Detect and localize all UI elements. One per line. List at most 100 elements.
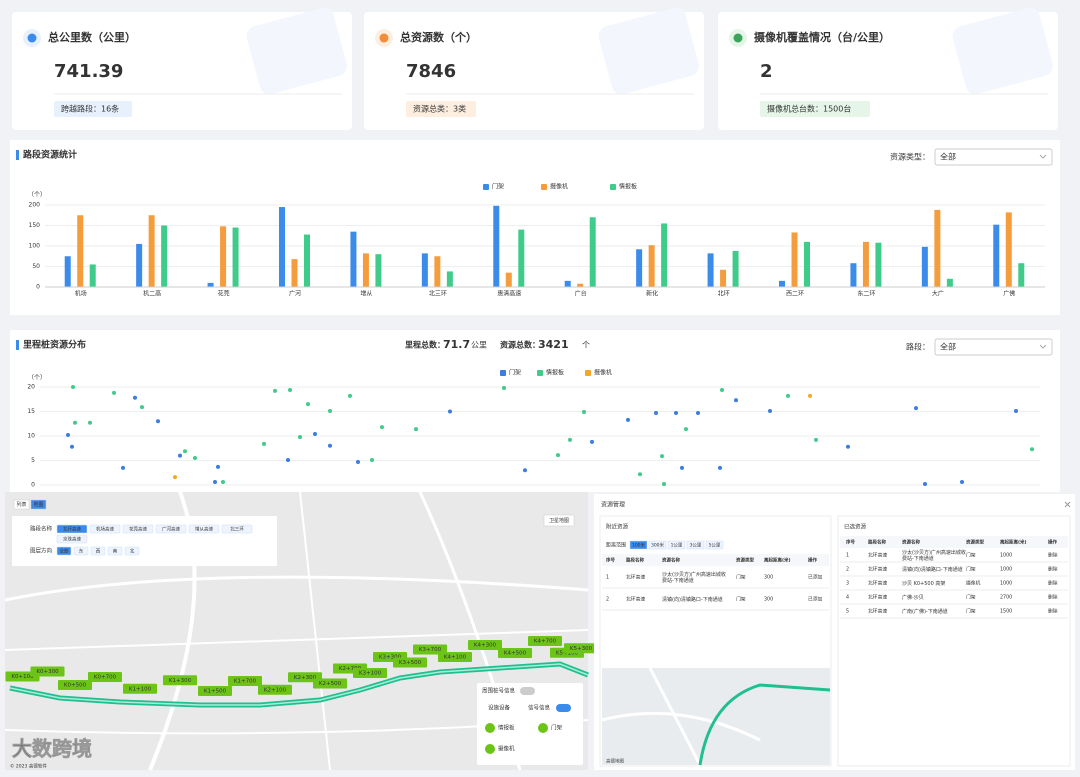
map-marker-label: K1+100	[129, 686, 152, 692]
table-header-cell: 离起距离(米)	[764, 557, 791, 564]
filter-chip[interactable]	[221, 524, 253, 534]
y-tick-label: 5	[31, 457, 35, 464]
bar	[862, 241, 869, 287]
toggle[interactable]	[556, 704, 571, 712]
filter-chip[interactable]	[155, 524, 187, 534]
bar	[804, 241, 810, 287]
scatter-point	[221, 480, 225, 485]
scatter-point	[720, 387, 724, 392]
x-tick-label: 广台	[575, 290, 587, 298]
stat-unit: 个	[582, 341, 590, 350]
map-marker[interactable]	[58, 680, 92, 690]
panel-accent	[16, 150, 19, 160]
filter-select[interactable]	[934, 338, 1053, 356]
filter-chip[interactable]	[73, 546, 89, 556]
scatter-point	[923, 482, 927, 487]
card-value: 7846	[406, 61, 456, 82]
satellite-button[interactable]	[543, 514, 575, 527]
view-tab[interactable]	[13, 499, 30, 510]
y-unit: （个）	[28, 375, 46, 382]
scatter-point	[590, 439, 594, 444]
filter-chip[interactable]	[188, 524, 220, 534]
map-marker[interactable]	[228, 676, 262, 686]
table-header-cell: 资源类型	[966, 539, 984, 546]
legend-swatch	[537, 370, 543, 376]
table-header-cell: 路段名称	[626, 557, 644, 564]
bar	[89, 264, 96, 287]
legend-label: 门架	[509, 369, 521, 377]
map-marker[interactable]	[438, 652, 472, 662]
scatter-point	[696, 410, 700, 415]
range-chip[interactable]	[648, 540, 667, 550]
stat-value: 71.7	[443, 338, 470, 351]
map-marker[interactable]	[30, 666, 65, 677]
bar	[232, 227, 239, 287]
map-marker-label: K4+500	[504, 651, 527, 657]
scatter-point	[960, 480, 964, 485]
table-cell: 北环高速	[868, 580, 887, 587]
range-chip[interactable]	[705, 540, 724, 550]
x-tick-label: 惠清高速	[497, 290, 521, 298]
map-marker-label: K0+100	[11, 674, 34, 680]
range-chip-label: 300米	[651, 542, 665, 549]
scatter-point	[173, 475, 177, 480]
legend-icon	[485, 744, 495, 754]
stat-label: 资源总数：	[500, 340, 540, 350]
filter-select[interactable]	[934, 148, 1053, 166]
filter-chip[interactable]	[124, 546, 140, 556]
view-tab[interactable]	[30, 499, 47, 510]
card-badge	[760, 101, 870, 117]
map-marker[interactable]	[413, 644, 447, 655]
filter-chip[interactable]	[122, 524, 154, 534]
map-marker[interactable]	[123, 683, 157, 694]
range-chip[interactable]	[686, 540, 705, 550]
range-chip-label: 5公里	[709, 543, 721, 549]
map-marker[interactable]	[313, 678, 347, 689]
card-title: 总公里数（公里）	[48, 30, 136, 44]
bar	[1005, 212, 1012, 287]
filter-chip[interactable]	[56, 546, 72, 556]
table-cell: 沙太(沙贝方)广州高速出城收费站-下南通道	[662, 571, 726, 584]
range-chip[interactable]	[629, 540, 648, 550]
filter-chip[interactable]	[56, 534, 88, 544]
map-marker[interactable]	[163, 675, 197, 686]
x-tick-label: 机二高	[143, 290, 161, 298]
bar	[1018, 263, 1025, 287]
table-cell: 1000	[1000, 553, 1012, 559]
filter-chip[interactable]	[56, 524, 88, 534]
filter-chip[interactable]	[89, 524, 121, 534]
table-action: 删除	[1048, 608, 1058, 615]
range-chip[interactable]	[667, 540, 686, 550]
map-marker[interactable]	[468, 640, 502, 650]
scatter-point	[262, 441, 266, 446]
map-marker-label: K0+500	[64, 683, 87, 689]
bar	[589, 217, 596, 287]
scatter-point	[814, 437, 818, 442]
panel-title: 路段资源统计	[23, 149, 77, 161]
scatter-point	[183, 449, 187, 454]
map-marker[interactable]	[353, 668, 387, 678]
map-marker[interactable]	[564, 643, 598, 654]
bar	[64, 256, 71, 287]
bar	[934, 209, 941, 287]
map-marker[interactable]	[498, 648, 532, 658]
bar	[791, 232, 798, 287]
map-marker[interactable]	[198, 686, 232, 696]
toggle[interactable]	[520, 687, 535, 695]
sub-card-title: 已选资源	[844, 523, 867, 531]
filter-chip[interactable]	[90, 546, 106, 556]
bar	[375, 254, 382, 287]
filter-box	[12, 516, 277, 566]
map-marker[interactable]	[258, 684, 292, 695]
map-marker[interactable]	[528, 636, 562, 646]
scatter-point	[298, 434, 302, 439]
filter-chip[interactable]	[107, 546, 123, 556]
legend-swatch	[483, 184, 489, 190]
table-header-cell: 操作	[808, 557, 817, 564]
table-cell: 清镇(向)清镇路口-下南通道	[662, 596, 723, 603]
bar	[291, 259, 298, 287]
map-marker[interactable]	[393, 657, 427, 668]
scatter-point	[73, 420, 77, 425]
map-marker[interactable]	[88, 672, 122, 682]
